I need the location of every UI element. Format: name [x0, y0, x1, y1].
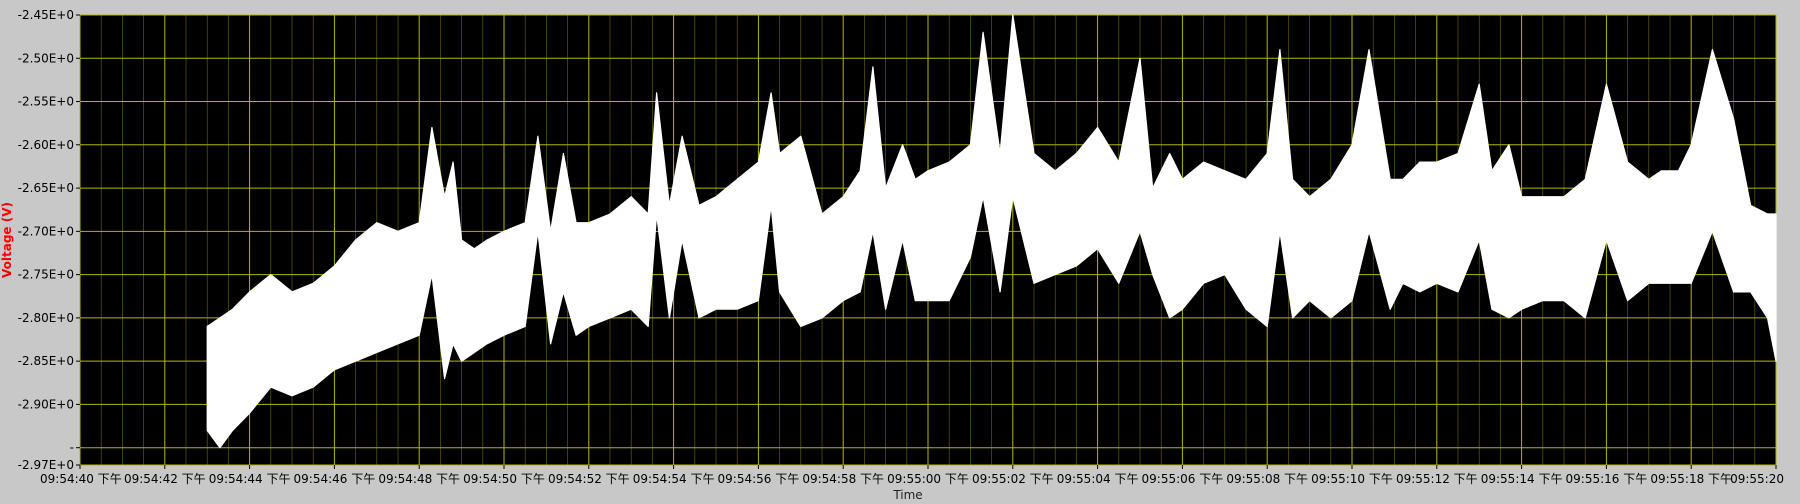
x-tick-label: 09:54:42 下午 [124, 472, 206, 486]
y-tick-label: -2.85E+0 [18, 354, 74, 368]
x-tick-label: 09:55:14 下午 [1481, 472, 1563, 486]
x-tick-label: 09:54:40 下午 [40, 472, 122, 486]
x-tick-label: 09:54:58 下午 [802, 472, 884, 486]
x-tick-label: 09:54:54 下午 [633, 472, 715, 486]
voltage-trace [206, 14, 1777, 449]
y-tick-label: -2.90E+0 [18, 397, 74, 411]
x-tick-label: 09:54:52 下午 [548, 472, 630, 486]
x-tick-label: 09:55:10 下午 [1311, 472, 1393, 486]
y-tick-label: -2.97E+0 [18, 458, 74, 472]
x-tick-label: 09:55:00 下午 [887, 472, 969, 486]
y-tick-label: - [70, 441, 74, 455]
x-tick-label: 09:55:02 下午 [972, 472, 1054, 486]
x-tick-label: 09:55:06 下午 [1142, 472, 1224, 486]
x-tick-label: 09:54:48 下午 [378, 472, 460, 486]
x-tick-label: 09:55:20 [1730, 472, 1784, 486]
x-tick-label: 09:55:18 下午 [1650, 472, 1732, 486]
x-tick-label: 09:55:12 下午 [1396, 472, 1478, 486]
y-axis-title: Voltage (V) [0, 202, 14, 278]
x-tick-label: 09:55:04 下午 [1057, 472, 1139, 486]
y-tick-label: -2.60E+0 [18, 138, 74, 152]
x-tick-label: 09:54:44 下午 [209, 472, 291, 486]
y-tick-label: -2.45E+0 [18, 8, 74, 22]
y-tick-label: -2.80E+0 [18, 311, 74, 325]
x-tick-label: 09:55:08 下午 [1226, 472, 1308, 486]
y-tick-label: -2.70E+0 [18, 224, 74, 238]
x-tick-label: 09:54:50 下午 [463, 472, 545, 486]
x-tick-label: 09:54:46 下午 [294, 472, 376, 486]
y-tick-label: -2.55E+0 [18, 95, 74, 109]
x-tick-label: 09:55:16 下午 [1566, 472, 1648, 486]
y-tick-label: -2.75E+0 [18, 268, 74, 282]
x-axis-title: Time [892, 488, 922, 502]
y-tick-label: -2.65E+0 [18, 181, 74, 195]
x-tick-label: 09:54:56 下午 [718, 472, 800, 486]
x-axis-ticks: 09:54:40 下午 09:54:42 下午 09:54:44 下午 09:54:4… [40, 465, 1784, 486]
y-axis-ticks: -2.45E+0 -2.50E+0 -2.55E+0 -2.60E+0 -2.65E+0… [18, 8, 80, 472]
voltage-band [206, 14, 1777, 449]
y-tick-label: -2.50E+0 [18, 51, 74, 65]
